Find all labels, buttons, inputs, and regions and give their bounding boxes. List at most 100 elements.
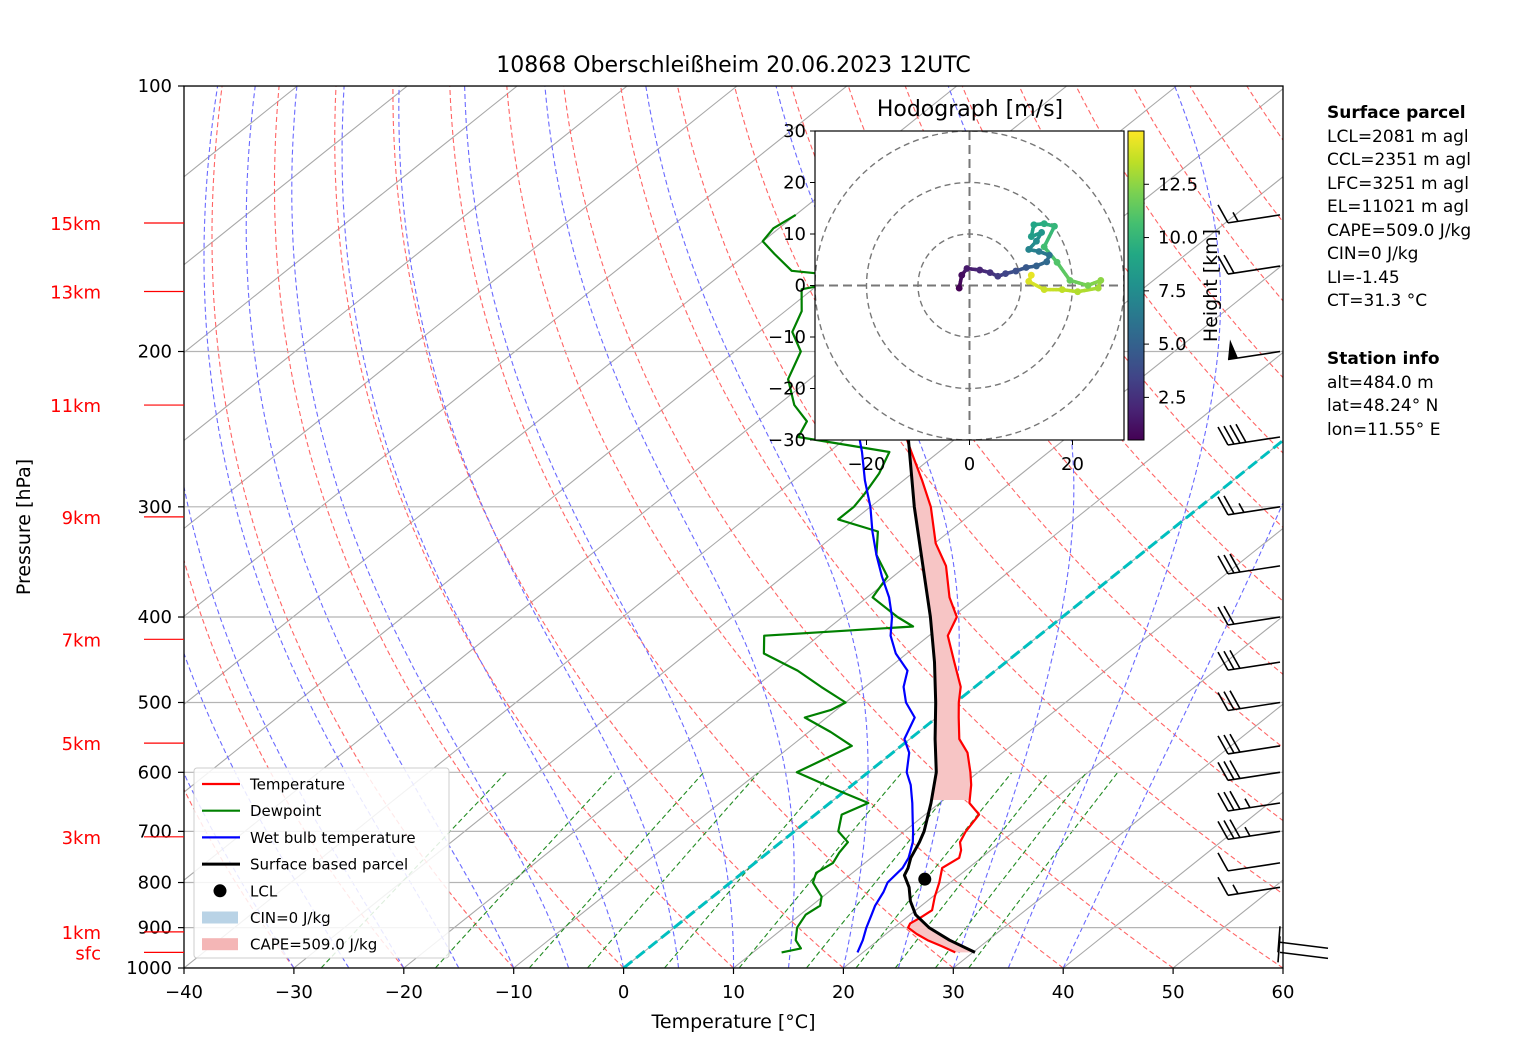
x-tick-label: 50 (1162, 982, 1185, 1003)
x-tick-label: −10 (495, 982, 533, 1003)
dry-adiabat (393, 86, 844, 968)
x-tick-label: 60 (1272, 982, 1295, 1003)
height-label: 11km (50, 396, 101, 417)
hodo-point (987, 269, 994, 276)
wind-barb-half-flag (1233, 885, 1238, 894)
hodo-point (1038, 229, 1045, 236)
colorbar-tick-label: 10.0 (1158, 228, 1198, 249)
wind-barb-staff (1280, 942, 1328, 948)
height-label: 7km (62, 630, 101, 651)
station-info-panel: Station info alt=484.0 m lat=48.24° N lo… (1327, 348, 1440, 442)
colorbar-tick-label: 2.5 (1158, 387, 1187, 408)
hodo-point (1074, 288, 1081, 295)
legend-label: Temperature (249, 776, 345, 794)
hodo-point (1002, 270, 1009, 277)
hodo-x-tick-label: −20 (848, 454, 886, 475)
hodo-y-tick-label: −10 (768, 327, 806, 348)
y-tick-label: 900 (138, 918, 172, 939)
hodo-y-tick-label: 20 (783, 173, 806, 194)
x-tick-label: 0 (618, 982, 629, 1003)
hodo-point (956, 285, 963, 292)
colorbar-tick-label: 12.5 (1158, 174, 1198, 195)
hodo-point (1033, 238, 1040, 245)
surface-parcel-line: LI=-1.45 (1327, 267, 1471, 291)
surface-parcel-line: LCL=2081 m agl (1327, 126, 1471, 150)
height-label: 1km (62, 923, 101, 944)
legend-label: CAPE=509.0 J/kg (250, 936, 377, 954)
legend-label: Surface based parcel (250, 856, 408, 874)
hodo-point (1033, 263, 1040, 270)
hodo-point (1067, 277, 1074, 284)
height-label: 9km (62, 508, 101, 529)
hodo-point (1025, 246, 1032, 253)
surface-parcel-line: CAPE=509.0 J/kg (1327, 220, 1471, 244)
wind-barb-staff (1228, 507, 1280, 515)
hodo-point (1041, 220, 1048, 227)
hodo-title: Hodograph [m/s] (877, 97, 1063, 122)
x-tick-label: −40 (165, 982, 203, 1003)
hodo-point (1046, 252, 1053, 259)
station-info-line: lon=11.55° E (1327, 419, 1440, 443)
hodo-point (1036, 248, 1043, 255)
hodo-y-tick-label: −30 (768, 430, 806, 451)
wind-barb-staff (1228, 863, 1280, 871)
hodo-point (976, 267, 983, 274)
station-info-title: Station info (1327, 348, 1440, 372)
hodo-point (1059, 286, 1066, 293)
station-info-line: alt=484.0 m (1327, 372, 1440, 396)
y-tick-label: 1000 (126, 958, 172, 979)
surface-parcel-line: CCL=2351 m agl (1327, 149, 1471, 173)
hodo-y-tick-label: 0 (795, 276, 806, 297)
wind-barb-staff (1228, 772, 1280, 780)
mixing-ratio-line (969, 772, 1118, 968)
hodo-point (1041, 243, 1048, 250)
wind-barb-staff (1228, 437, 1280, 445)
y-tick-label: 200 (138, 342, 172, 363)
x-tick-label: −30 (275, 982, 313, 1003)
wind-barbs (1218, 205, 1328, 962)
hodo-point (1085, 282, 1092, 289)
surface-parcel-line: EL=11021 m agl (1327, 196, 1471, 220)
height-label: 5km (62, 734, 101, 755)
mixing-ratio-line (588, 772, 759, 968)
x-tick-label: 20 (832, 982, 855, 1003)
wind-barb-staff (1228, 831, 1280, 839)
x-tick-label: 30 (942, 982, 965, 1003)
hodo-y-tick-label: 30 (783, 121, 806, 142)
wind-barb-half-flag (1245, 799, 1250, 808)
surface-parcel-line: CIN=0 J/kg (1327, 243, 1471, 267)
mixing-ratio-line (665, 772, 832, 968)
hodo-point (1023, 264, 1030, 271)
y-tick-label: 400 (138, 607, 172, 628)
mixing-ratio-line (435, 772, 614, 968)
wind-barb-staff (1228, 702, 1280, 710)
y-tick-label: 300 (138, 497, 172, 518)
wind-barb-pennant (1228, 340, 1238, 360)
station-info-line: lat=48.24° N (1327, 395, 1440, 419)
wind-barb-staff (1228, 803, 1280, 811)
hodo-point (1028, 233, 1035, 240)
hodo-point (964, 265, 971, 272)
legend-marker-swatch (214, 884, 227, 897)
y-tick-label: 100 (138, 76, 172, 97)
legend-patch-swatch (202, 912, 238, 924)
lcl-marker (918, 873, 931, 886)
colorbar-label: Height [km] (1200, 229, 1222, 342)
y-tick-label: 700 (138, 821, 172, 842)
hodo-x-tick-label: 0 (964, 454, 975, 475)
height-label: sfc (75, 943, 101, 964)
x-axis-label: Temperature [°C] (651, 1011, 816, 1033)
wind-barb-staff (1228, 662, 1280, 670)
colorbar (1128, 131, 1144, 440)
hodo-point (1030, 221, 1037, 228)
hodo-point (994, 273, 1001, 280)
moist-adiabat (545, 86, 794, 968)
surface-parcel-title: Surface parcel (1327, 102, 1471, 126)
mixing-ratio-line (895, 772, 1049, 968)
hodo-point (1041, 286, 1048, 293)
hodo-point (1054, 259, 1061, 266)
y-tick-label: 800 (138, 873, 172, 894)
